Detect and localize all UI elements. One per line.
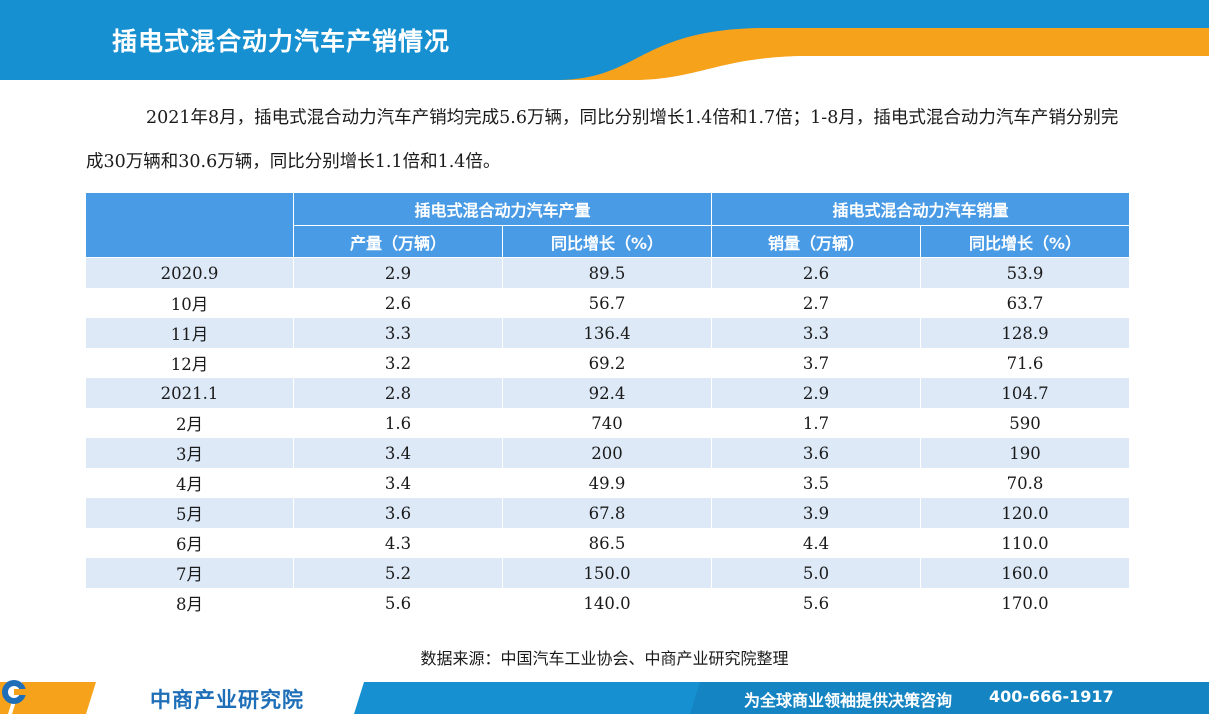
table-row: 2月 1.6 740 1.7 590 bbox=[85, 408, 1131, 438]
sales-growth-cell: 104.7 bbox=[920, 378, 1131, 408]
production-volume-cell: 3.2 bbox=[293, 348, 503, 378]
production-volume-cell: 2.8 bbox=[293, 378, 503, 408]
table-row: 2020.9 2.9 89.5 2.6 53.9 bbox=[85, 257, 1131, 288]
production-growth-cell: 136.4 bbox=[501, 318, 713, 348]
table-row: 11月 3.3 136.4 3.3 128.9 bbox=[85, 318, 1131, 348]
period-cell: 4月 bbox=[85, 468, 294, 498]
contact-phone: 400-666-1917 bbox=[989, 687, 1114, 706]
table-row: 10月 2.6 56.7 2.7 63.7 bbox=[85, 288, 1131, 318]
production-volume-cell: 5.2 bbox=[293, 558, 503, 588]
table-row: 2021.1 2.8 92.4 2.9 104.7 bbox=[85, 378, 1131, 408]
production-growth-cell: 92.4 bbox=[501, 378, 713, 408]
sales-volume-cell: 1.7 bbox=[711, 408, 922, 438]
sales-volume-cell: 3.9 bbox=[711, 498, 922, 528]
period-cell: 2021.1 bbox=[85, 378, 294, 408]
company-slogan: 为全球商业领袖提供决策咨询 bbox=[744, 691, 953, 710]
period-cell: 12月 bbox=[85, 348, 294, 378]
period-cell: 6月 bbox=[85, 528, 294, 558]
production-growth-cell: 67.8 bbox=[501, 498, 713, 528]
table-corner-cell bbox=[85, 192, 294, 258]
header-banner: 插电式混合动力汽车产销情况 bbox=[0, 0, 1209, 80]
sales-growth-cell: 128.9 bbox=[920, 318, 1131, 348]
sales-volume-cell: 5.6 bbox=[711, 588, 922, 618]
sales-growth-cell: 70.8 bbox=[920, 468, 1131, 498]
production-growth-cell: 140.0 bbox=[501, 588, 713, 618]
table-row: 4月 3.4 49.9 3.5 70.8 bbox=[85, 468, 1131, 498]
production-growth-cell: 740 bbox=[501, 408, 713, 438]
production-volume-cell: 2.9 bbox=[293, 257, 503, 288]
sales-group-header: 插电式混合动力汽车销量 bbox=[711, 192, 1131, 226]
table-row: 7月 5.2 150.0 5.0 160.0 bbox=[85, 558, 1131, 588]
production-growth-cell: 49.9 bbox=[501, 468, 713, 498]
period-cell: 10月 bbox=[85, 288, 294, 318]
production-growth-cell: 56.7 bbox=[501, 288, 713, 318]
production-volume-cell: 2.6 bbox=[293, 288, 503, 318]
production-growth-cell: 86.5 bbox=[501, 528, 713, 558]
company-logo-icon bbox=[2, 680, 28, 704]
production-group-header: 插电式混合动力汽车产量 bbox=[292, 192, 713, 226]
production-growth-cell: 69.2 bbox=[501, 348, 713, 378]
sales-volume-cell: 2.6 bbox=[711, 257, 922, 288]
table-row: 8月 5.6 140.0 5.6 170.0 bbox=[85, 588, 1131, 618]
sales-volume-header: 销量（万辆） bbox=[711, 225, 922, 258]
sales-growth-cell: 53.9 bbox=[920, 257, 1131, 288]
page-title: 插电式混合动力汽车产销情况 bbox=[112, 27, 451, 56]
period-cell: 2020.9 bbox=[85, 257, 294, 288]
production-volume-cell: 3.3 bbox=[293, 318, 503, 348]
sales-growth-cell: 160.0 bbox=[920, 558, 1131, 588]
sales-growth-cell: 71.6 bbox=[920, 348, 1131, 378]
table-body: 2020.9 2.9 89.5 2.6 53.9 10月 2.6 56.7 2.7 63.7 11月… bbox=[85, 257, 1131, 618]
sales-volume-cell: 3.6 bbox=[711, 438, 922, 468]
sales-volume-cell: 4.4 bbox=[711, 528, 922, 558]
sales-volume-cell: 3.3 bbox=[711, 318, 922, 348]
production-growth-cell: 200 bbox=[501, 438, 713, 468]
sales-growth-header: 同比增长（%） bbox=[920, 225, 1131, 258]
period-cell: 7月 bbox=[85, 558, 294, 588]
table-group-header-row: 插电式混合动力汽车产量 插电式混合动力汽车销量 bbox=[85, 192, 1131, 258]
footer-banner: 中商产业研究院 为全球商业领袖提供决策咨询 400-666-1917 bbox=[0, 678, 1209, 718]
production-volume-cell: 3.4 bbox=[293, 438, 503, 468]
phev-sales-table: 插电式混合动力汽车产量 插电式混合动力汽车销量 产量（万辆） 同比增长（%） 销… bbox=[85, 192, 1131, 618]
sales-growth-cell: 63.7 bbox=[920, 288, 1131, 318]
table-sub-header-row: 产量（万辆） 同比增长（%） 销量（万辆） 同比增长（%） bbox=[86, 225, 1131, 258]
sales-growth-cell: 170.0 bbox=[920, 588, 1131, 618]
data-source-note: 数据来源：中国汽车工业协会、中商产业研究院整理 bbox=[420, 649, 789, 668]
company-brand: 中商产业研究院 bbox=[150, 688, 304, 712]
sales-volume-cell: 3.7 bbox=[711, 348, 922, 378]
production-volume-cell: 3.6 bbox=[293, 498, 503, 528]
production-volume-cell: 4.3 bbox=[293, 528, 503, 558]
production-growth-cell: 89.5 bbox=[501, 257, 713, 288]
production-growth-cell: 150.0 bbox=[501, 558, 713, 588]
table-row: 6月 4.3 86.5 4.4 110.0 bbox=[85, 528, 1131, 558]
period-cell: 11月 bbox=[85, 318, 294, 348]
period-cell: 3月 bbox=[85, 438, 294, 468]
sales-growth-cell: 190 bbox=[920, 438, 1131, 468]
table-row: 12月 3.2 69.2 3.7 71.6 bbox=[85, 348, 1131, 378]
production-volume-cell: 5.6 bbox=[293, 588, 503, 618]
sales-volume-cell: 5.0 bbox=[711, 558, 922, 588]
sales-growth-cell: 120.0 bbox=[920, 498, 1131, 528]
period-cell: 8月 bbox=[85, 588, 294, 618]
footer-background bbox=[0, 682, 1209, 714]
intro-paragraph: 2021年8月，插电式混合动力汽车产销均完成5.6万辆，同比分别增长1.4倍和1… bbox=[86, 108, 1119, 172]
table-row: 3月 3.4 200 3.6 190 bbox=[85, 438, 1131, 468]
production-volume-cell: 1.6 bbox=[293, 408, 503, 438]
table-row: 5月 3.6 67.8 3.9 120.0 bbox=[85, 498, 1131, 528]
header-background bbox=[0, 0, 1209, 80]
production-volume-header: 产量（万辆） bbox=[293, 225, 503, 258]
period-cell: 2月 bbox=[85, 408, 294, 438]
production-volume-cell: 3.4 bbox=[293, 468, 503, 498]
sales-growth-cell: 590 bbox=[920, 408, 1131, 438]
period-cell: 5月 bbox=[85, 498, 294, 528]
sales-volume-cell: 3.5 bbox=[711, 468, 922, 498]
production-growth-header: 同比增长（%） bbox=[501, 225, 713, 258]
sales-growth-cell: 110.0 bbox=[920, 528, 1131, 558]
sales-volume-cell: 2.9 bbox=[711, 378, 922, 408]
sales-volume-cell: 2.7 bbox=[711, 288, 922, 318]
